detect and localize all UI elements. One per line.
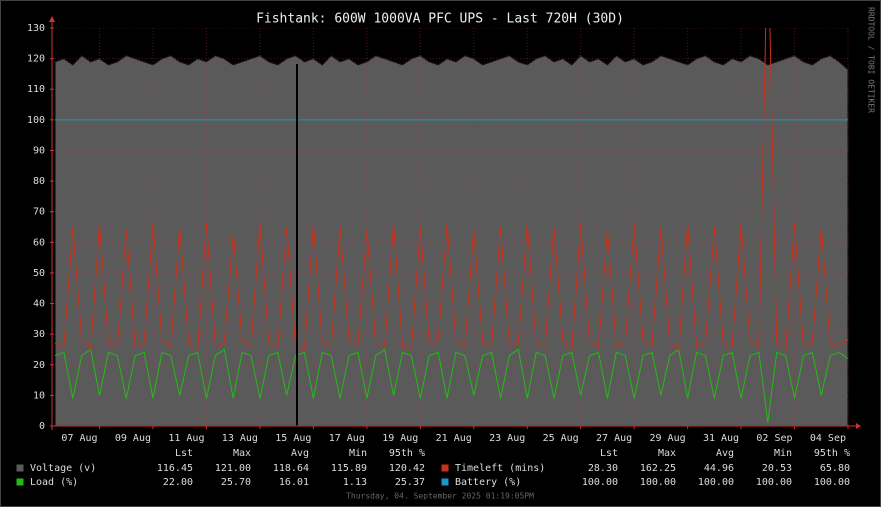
- legend-swatch: [440, 463, 450, 473]
- stats-header: Avg: [716, 448, 734, 459]
- stat-value: 25.37: [395, 477, 425, 488]
- stat-value: 100.00: [814, 477, 850, 488]
- y-tick-label: 10: [33, 390, 45, 401]
- y-tick-label: 30: [33, 329, 45, 340]
- stat-value: 22.00: [163, 477, 193, 488]
- x-tick-label: 02 Sep: [756, 433, 792, 444]
- legend-label: Voltage (v): [30, 463, 96, 474]
- legend-swatch: [440, 477, 450, 487]
- stat-value: 116.45: [157, 463, 193, 474]
- stats-header: 95th %: [389, 448, 425, 459]
- stats-header: Avg: [291, 448, 309, 459]
- x-tick-label: 11 Aug: [168, 433, 204, 444]
- stat-value: 28.30: [588, 463, 618, 474]
- y-tick-label: 120: [27, 54, 45, 65]
- stats-header: Min: [774, 448, 792, 459]
- x-tick-label: 31 Aug: [703, 433, 739, 444]
- legend-label: Battery (%): [455, 477, 521, 488]
- stat-value: 162.25: [640, 463, 676, 474]
- y-tick-label: 90: [33, 145, 45, 156]
- x-tick-label: 13 Aug: [222, 433, 258, 444]
- stat-value: 44.96: [704, 463, 734, 474]
- x-tick-label: 15 Aug: [275, 433, 311, 444]
- stats-header: Lst: [175, 448, 193, 459]
- y-tick-label: 110: [27, 84, 45, 95]
- y-tick-label: 0: [39, 421, 45, 432]
- stat-value: 25.70: [221, 477, 251, 488]
- legend-swatch: [15, 463, 25, 473]
- stat-value: 120.42: [389, 463, 425, 474]
- stats-header: Max: [233, 448, 251, 459]
- line: [54, 348, 849, 423]
- stats-header: 95th %: [814, 448, 850, 459]
- y-tick-label: 100: [27, 115, 45, 126]
- x-tick-label: 25 Aug: [543, 433, 579, 444]
- stats-header: Min: [349, 448, 367, 459]
- stats-header: Max: [658, 448, 676, 459]
- x-tick-label: 07 Aug: [61, 433, 97, 444]
- legend-swatch: [15, 477, 25, 487]
- y-tick-label: 130: [27, 23, 45, 34]
- x-tick-label: 27 Aug: [596, 433, 632, 444]
- x-tick-label: 21 Aug: [436, 433, 472, 444]
- axis-arrow: [49, 16, 55, 22]
- plot-area: [54, 28, 849, 426]
- legend-label: Timeleft (mins): [455, 463, 545, 474]
- y-tick-label: 40: [33, 299, 45, 310]
- stat-value: 100.00: [582, 477, 618, 488]
- y-tick-label: 60: [33, 237, 45, 248]
- legend: Lst Max Avg Min 95th % Lst Max Avg Min 95th % Volt…: [15, 448, 850, 488]
- legend-label: Load (%): [30, 477, 78, 488]
- stat-value: 100.00: [698, 477, 734, 488]
- stats-header: Lst: [600, 448, 618, 459]
- x-tick-label: 29 Aug: [649, 433, 685, 444]
- x-tick-label: 19 Aug: [382, 433, 418, 444]
- axis-arrow: [856, 423, 861, 429]
- stat-value: 65.80: [820, 463, 850, 474]
- y-tick-label: 20: [33, 360, 45, 371]
- watermark: RRDTOOL / TOBI OETIKER: [867, 7, 876, 113]
- stat-value: 115.89: [331, 463, 367, 474]
- chart-title: Fishtank: 600W 1000VA PFC UPS - Last 720…: [256, 12, 624, 27]
- line: [54, 28, 849, 351]
- area: [54, 54, 849, 426]
- stat-value: 20.53: [762, 463, 792, 474]
- x-tick-label: 23 Aug: [489, 433, 525, 444]
- plot: 0 10 20 30 40 50 60 70 80 90 100 110 120 130 07 Aug 09 …: [27, 16, 861, 444]
- y-tick-label: 80: [33, 176, 45, 187]
- stat-value: 16.01: [279, 477, 309, 488]
- stat-value: 1.13: [343, 477, 367, 488]
- stat-value: 100.00: [756, 477, 792, 488]
- stat-value: 118.64: [273, 463, 309, 474]
- stat-value: 121.00: [215, 463, 251, 474]
- footer: Thursday, 04. September 2025 01:19:05PM: [346, 492, 534, 501]
- x-tick-label: 09 Aug: [115, 433, 151, 444]
- stat-value: 100.00: [640, 477, 676, 488]
- y-tick-label: 70: [33, 207, 45, 218]
- x-tick-label: 04 Sep: [810, 433, 846, 444]
- y-tick-label: 50: [33, 268, 45, 279]
- x-tick-label: 17 Aug: [329, 433, 365, 444]
